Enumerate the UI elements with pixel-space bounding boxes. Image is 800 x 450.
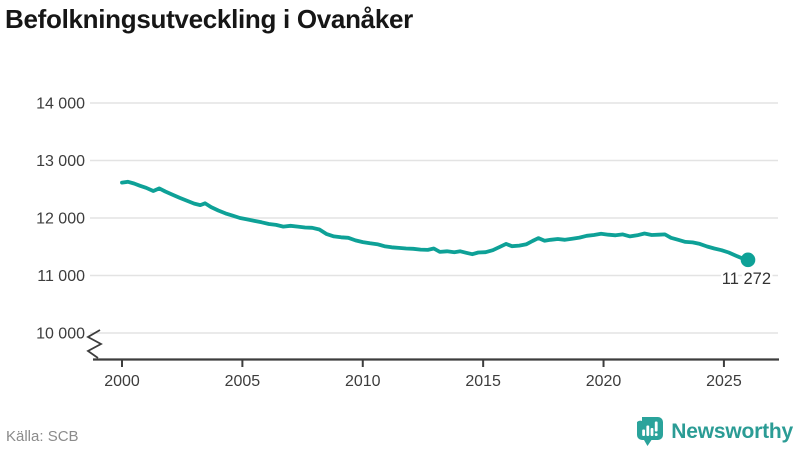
population-line [120,179,750,262]
x-tick-label: 2025 [706,373,742,390]
y-tick-label: 14 000 [36,96,85,113]
y-tick-label: 11 000 [37,268,85,285]
x-tick-label: 2020 [586,373,622,390]
source-note: Källa: SCB [6,428,79,445]
x-tick-label: 2000 [104,373,140,390]
newsworthy-logo: Newsworthy [635,416,793,447]
end-value-label: 11 272 [722,270,771,288]
y-tick-label: 12 000 [36,211,85,228]
brand-wordmark: Newsworthy [671,419,793,443]
y-tick-label: 13 000 [36,153,85,170]
x-tick-label: 2005 [225,373,261,390]
page-title: Befolkningsutveckling i Ovanåker [5,4,413,34]
y-tick-label: 10 000 [36,326,85,343]
x-tick-label: 2010 [345,373,381,390]
bar-chart-bubble-icon [637,417,664,446]
x-tick-label: 2015 [465,373,501,390]
end-point-dot [740,252,756,268]
axis-break-icon [86,329,103,359]
